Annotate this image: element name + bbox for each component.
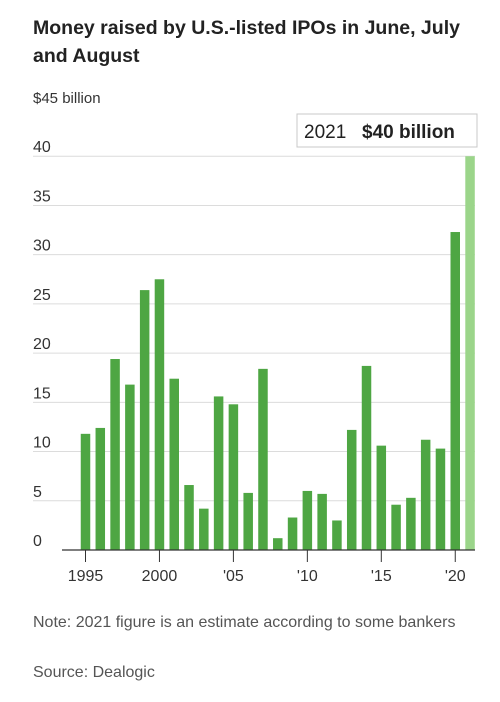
highlight-callout: 2021 $40 billion <box>296 113 478 148</box>
bar <box>95 427 106 550</box>
bar <box>361 365 372 550</box>
gridlines <box>33 155 475 502</box>
y-tick-label: 35 <box>33 188 51 205</box>
callout-year: 2021 <box>304 122 346 143</box>
bar <box>332 520 342 550</box>
chart-title: Money raised by U.S.-listed IPOs in June… <box>33 17 460 67</box>
y-tick-label: 0 <box>33 533 42 550</box>
bar <box>450 232 460 550</box>
bar <box>228 404 239 550</box>
y-tick-label: 5 <box>33 484 42 501</box>
bars <box>80 156 475 550</box>
bar <box>287 517 298 550</box>
bar <box>273 538 283 550</box>
bar <box>406 497 416 550</box>
x-ticks: 1995 2000 '05 '10 '15 '20 <box>68 550 466 585</box>
y-tick-label: 25 <box>33 287 51 304</box>
bar-highlight <box>465 156 475 550</box>
bar <box>110 359 120 550</box>
x-tick-label: 1995 <box>68 568 104 585</box>
y-tick-label: 30 <box>33 238 51 255</box>
bar <box>199 508 209 550</box>
chart-note: Note: 2021 figure is an estimate accordi… <box>33 614 456 631</box>
bar <box>139 290 150 550</box>
callout-box <box>296 113 478 148</box>
bar <box>243 492 253 550</box>
y-unit-label: $45 billion <box>33 90 101 107</box>
bar <box>420 439 431 550</box>
bar <box>346 429 357 550</box>
bar <box>154 279 165 550</box>
x-tick-label: '05 <box>223 568 244 585</box>
bar <box>213 396 224 550</box>
y-tick-label: 40 <box>33 139 51 156</box>
bar <box>169 378 179 550</box>
bar <box>184 485 194 550</box>
bar <box>391 504 401 550</box>
bar-chart: 0 5 10 15 20 25 30 35 40 $45 billion 1995 2000 '05… <box>33 90 478 585</box>
callout-value: $40 billion <box>362 122 455 143</box>
bar <box>80 433 91 550</box>
x-tick-label: '10 <box>297 568 318 585</box>
bar <box>302 490 313 550</box>
x-tick-label: '20 <box>445 568 466 585</box>
bar <box>125 384 135 550</box>
y-tick-labels: 0 5 10 15 20 25 30 35 40 <box>33 139 51 550</box>
y-tick-label: 15 <box>33 385 51 402</box>
bar <box>317 493 327 550</box>
bar <box>435 448 446 550</box>
y-tick-label: 10 <box>33 435 51 452</box>
bar <box>258 368 268 550</box>
x-tick-label: '15 <box>371 568 392 585</box>
chart-source: Source: Dealogic <box>33 664 155 681</box>
x-tick-label: 2000 <box>142 568 178 585</box>
bar <box>376 445 387 550</box>
y-tick-label: 20 <box>33 336 51 353</box>
